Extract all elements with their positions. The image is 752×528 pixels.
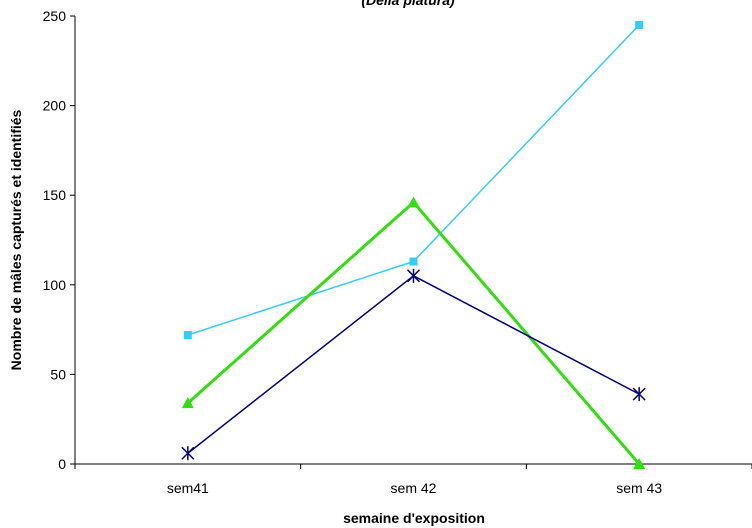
y-axis-ticks: 0 50 100 150 200 250 [43,8,75,472]
series-2 [181,196,646,469]
data-point-square [183,330,192,339]
y-tick-label: 250 [43,8,67,24]
y-tick-label: 0 [58,456,66,472]
data-point-asterisk [181,446,195,461]
x-axis-ticks: sem41 sem 42 sem 43 [74,464,752,496]
series-line [187,275,640,454]
data-point-asterisk [632,387,646,402]
data-point-asterisk [406,268,421,283]
x-tick-label: sem 43 [616,480,662,496]
series-line [186,200,641,465]
series-3 [181,268,646,461]
x-axis-title: semaine d'exposition [343,510,485,526]
data-point-square [635,20,644,29]
y-tick-label: 200 [43,98,67,114]
y-tick-label: 50 [50,366,66,382]
data-point-square [409,257,418,266]
data-point-triangle [181,397,194,409]
x-tick-label: sem 42 [391,480,437,496]
y-tick-label: 150 [43,187,67,203]
data-point-triangle [407,196,420,208]
x-tick-label: sem41 [167,480,209,496]
y-tick-label: 100 [43,277,67,293]
series-1 [183,20,644,339]
data-point-triangle [633,458,646,469]
series-layer [181,20,646,469]
chart-title: (Delia platura) [361,0,455,8]
series-line [187,24,640,336]
y-axis-title: Nombre de mâles capturés et identifiés [8,109,24,370]
